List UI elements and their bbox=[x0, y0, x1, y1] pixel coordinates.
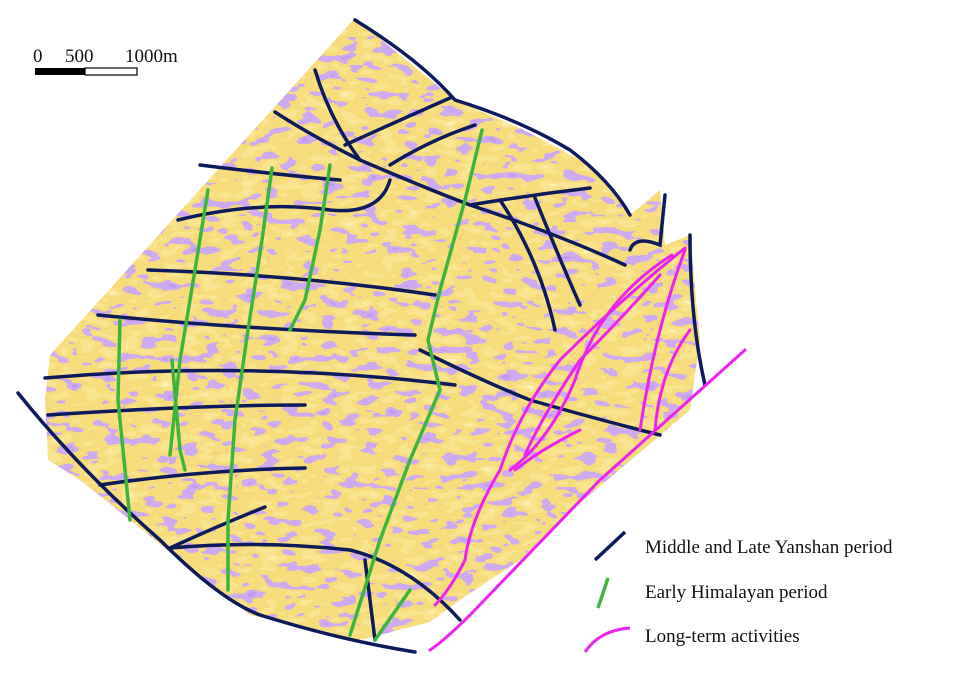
legend-label: Middle and Late Yanshan period bbox=[645, 537, 893, 558]
legend-swatch bbox=[583, 626, 631, 653]
legend-label: Early Himalayan period bbox=[645, 582, 828, 603]
scale-label: 500 bbox=[65, 46, 94, 67]
himalayan-faults bbox=[116, 128, 484, 642]
seismic-attribute-area bbox=[45, 18, 700, 640]
legend-swatch bbox=[593, 530, 627, 562]
scale-bar: 0 500 1000m bbox=[33, 46, 178, 76]
scale-segment bbox=[35, 68, 85, 75]
legend-swatch bbox=[596, 577, 610, 609]
legend: Middle and Late Yanshan period Early Him… bbox=[583, 530, 893, 653]
legend-label: Long-term activities bbox=[645, 626, 800, 647]
scale-label: 0 bbox=[33, 46, 43, 67]
scale-segment bbox=[84, 67, 138, 76]
scale-label: 1000m bbox=[125, 46, 178, 67]
long-term-faults bbox=[428, 246, 747, 652]
yanshan-faults bbox=[16, 18, 707, 654]
